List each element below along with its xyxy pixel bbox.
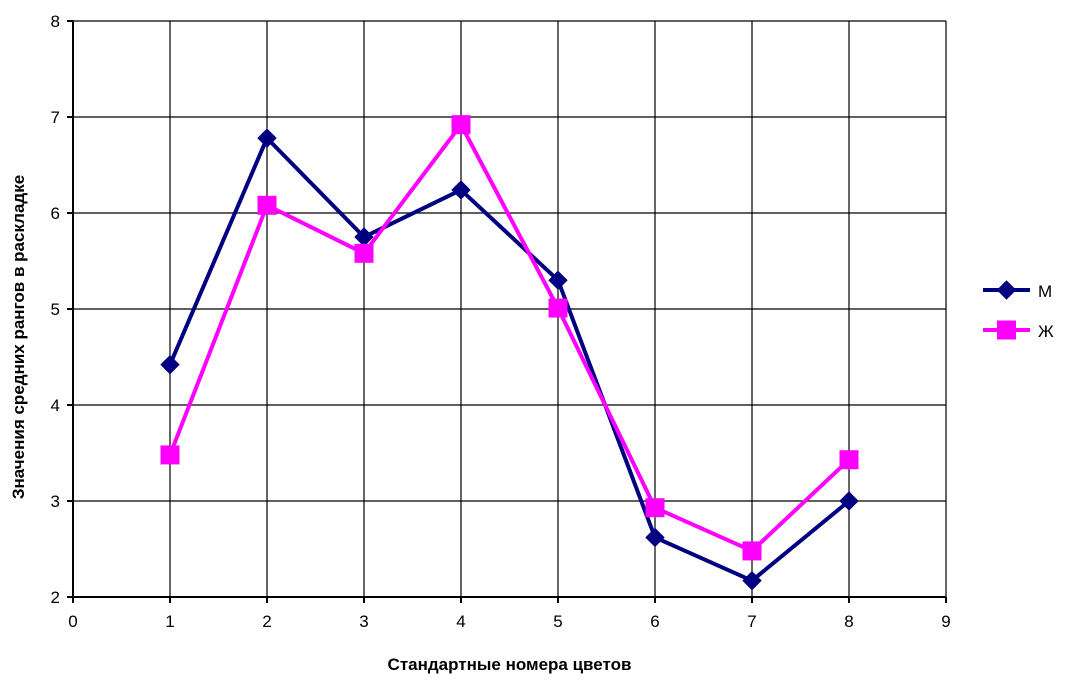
legend-marker [997, 320, 1016, 340]
data-point [742, 541, 762, 561]
axes [67, 20, 947, 603]
series-line [168, 122, 851, 553]
x-tick-label: 8 [844, 612, 853, 631]
series-line [168, 136, 851, 583]
data-point [645, 527, 665, 548]
data-point [451, 180, 471, 200]
grid [73, 20, 947, 597]
tick-labels: 0 1 2 3 4 5 6 7 8 9 2 3 4 5 6 7 8 [51, 12, 951, 631]
x-tick-label: 6 [650, 612, 659, 631]
data-point [839, 491, 859, 511]
x-axis-title: Стандартные номера цветов [388, 655, 632, 674]
series-layer [160, 115, 859, 591]
data-point [548, 270, 568, 290]
series-2 [160, 115, 859, 561]
data-point [160, 445, 180, 465]
legend-label: М [1038, 282, 1052, 301]
y-tick-label: 4 [51, 396, 60, 415]
legend-item: Ж [983, 320, 1054, 341]
data-point [451, 115, 471, 135]
y-tick-label: 3 [51, 492, 60, 511]
x-tick-label: 3 [359, 612, 368, 631]
x-tick-label: 9 [941, 612, 950, 631]
data-point [742, 570, 762, 591]
data-point [548, 298, 568, 318]
x-tick-label: 1 [165, 612, 174, 631]
x-tick-label: 0 [68, 612, 77, 631]
data-point [645, 498, 665, 518]
legend-marker [996, 280, 1017, 300]
x-tick-label: 7 [747, 612, 756, 631]
legend-label: Ж [1038, 322, 1054, 341]
legend-item: М [983, 280, 1052, 301]
data-point [257, 128, 277, 148]
y-tick-label: 6 [51, 204, 60, 223]
y-tick-label: 5 [51, 300, 60, 319]
y-tick-label: 2 [51, 588, 60, 607]
y-axis-title: Значения средних рангов в раскладке [9, 175, 28, 499]
x-tick-label: 4 [456, 612, 465, 631]
y-tick-label: 8 [51, 12, 60, 31]
data-point [839, 450, 859, 470]
data-point [354, 243, 374, 263]
y-tick-label: 7 [51, 108, 60, 127]
data-point [160, 354, 180, 375]
legend: МЖ [983, 280, 1054, 341]
x-tick-label: 5 [553, 612, 562, 631]
x-tick-label: 2 [262, 612, 271, 631]
series-1 [160, 128, 859, 591]
data-point [257, 195, 277, 215]
